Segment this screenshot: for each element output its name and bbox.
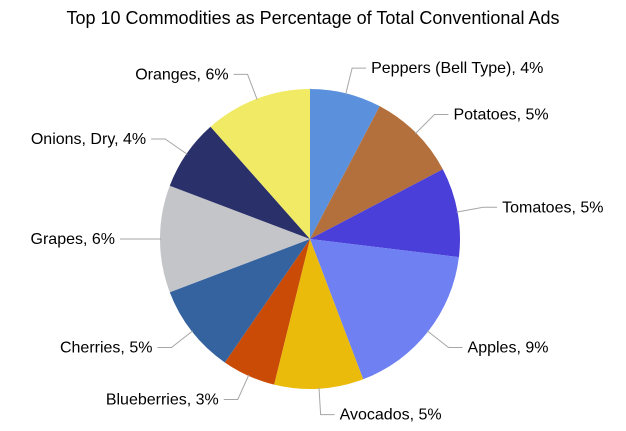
slice-label-apples: Apples, 9% (468, 340, 549, 357)
leader-line-apples (426, 330, 463, 349)
pie-slice-apples (310, 239, 459, 380)
leader-line-onions-dry (151, 138, 188, 155)
slice-label-blueberries: Blueberries, 3% (106, 391, 219, 408)
pie-slice-onions-dry (169, 126, 310, 239)
slice-label-avocados: Avocados, 5% (340, 407, 442, 424)
slice-label-potatoes: Potatoes, 5% (453, 107, 548, 124)
leader-line-avocados (318, 387, 335, 416)
pie-slice-potatoes (310, 106, 443, 239)
slice-label-onions-dry: Onions, Dry, 4% (31, 131, 146, 148)
slice-label-cherries: Cherries, 5% (60, 340, 152, 357)
leader-line-potatoes (415, 114, 449, 134)
pie-slice-peppers-bell-type (310, 89, 380, 239)
slice-label-tomatoes: Tomatoes, 5% (502, 199, 603, 216)
leader-line-cherries (157, 330, 194, 349)
slice-label-grapes: Grapes, 6% (31, 231, 115, 248)
pie-slice-avocados (274, 239, 364, 389)
pie-slice-oranges (210, 89, 310, 239)
pie-slice-grapes (160, 185, 310, 293)
pie-slice-tomatoes (310, 169, 461, 258)
leader-line-tomatoes (456, 206, 498, 213)
leader-line-peppers-bell-type (345, 67, 367, 95)
pie-slice-blueberries (224, 239, 310, 385)
slice-label-peppers-bell-type: Peppers (Bell Type), 4% (371, 60, 543, 77)
slice-label-oranges: Oranges, 6% (135, 66, 228, 83)
leader-line-oranges (233, 73, 258, 100)
chart-title: Top 10 Commodities as Percentage of Tota… (67, 8, 560, 28)
leader-line-blueberries (223, 374, 250, 400)
pie-slice-cherries (169, 239, 310, 363)
